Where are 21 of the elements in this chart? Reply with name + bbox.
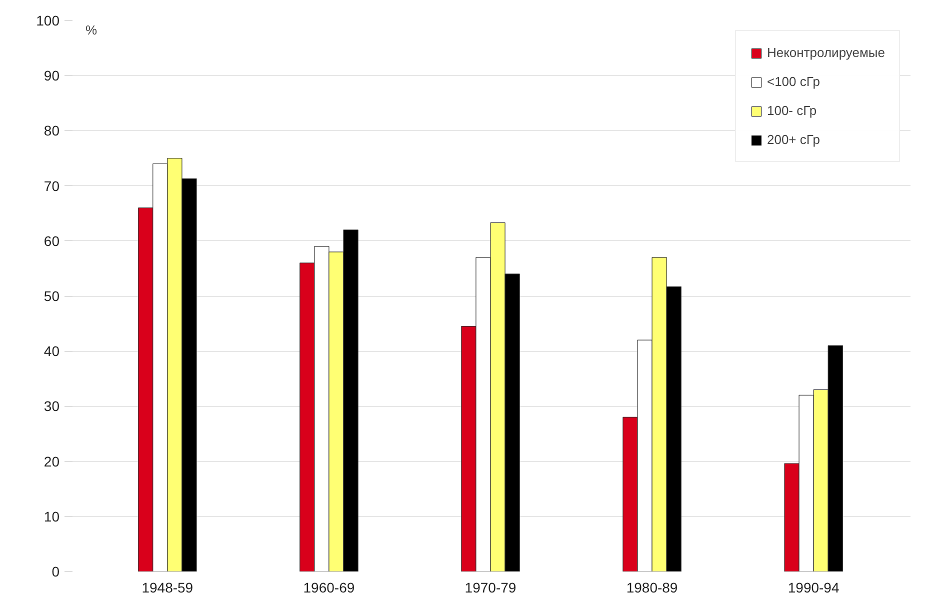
y-tick-label: 50 [44, 288, 60, 304]
y-tick-label: 40 [44, 343, 60, 360]
x-tick-label: 1948-59 [142, 580, 194, 596]
legend-label: Неконтролируемые [766, 45, 885, 60]
y-tick-label: 30 [44, 398, 60, 414]
x-tick-label: 1970-79 [464, 580, 516, 596]
x-tick-label: 1960-69 [303, 580, 355, 596]
y-tick-label: 20 [44, 453, 60, 470]
legend-label: 100- сГр [766, 103, 817, 118]
y-tick-label: 90 [44, 68, 60, 84]
x-tick-label: 1980-89 [626, 580, 678, 596]
y-tick-label: 70 [44, 178, 60, 194]
y-tick-label: 100 [36, 12, 60, 28]
x-tick-label: 1990-94 [788, 580, 840, 596]
legend-label: <100 сГр [766, 74, 820, 89]
y-tick-label: 80 [44, 122, 60, 139]
legend-label: 200+ сГр [766, 132, 820, 147]
y-tick-label: 10 [44, 508, 60, 524]
y-axis-title: % [86, 22, 98, 38]
y-tick-label: 60 [44, 232, 60, 249]
y-tick-label: 0 [52, 564, 60, 580]
